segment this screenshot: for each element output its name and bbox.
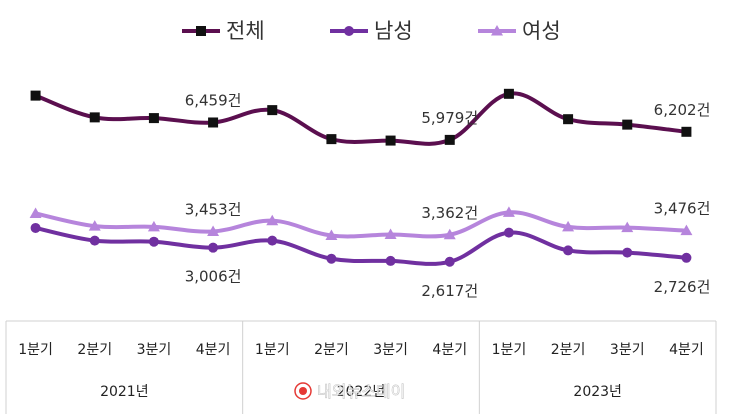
data-label: 2,726건	[654, 278, 711, 296]
tick-label: 3분기	[137, 342, 172, 358]
data-point	[563, 245, 574, 256]
tick-label: 4분기	[432, 342, 467, 358]
data-point	[622, 247, 633, 258]
data-point	[148, 236, 159, 247]
series-line-1	[35, 210, 687, 239]
red-dot-icon-center	[299, 387, 307, 395]
data-point	[503, 88, 514, 99]
data-label: 3,362건	[421, 204, 478, 222]
legend-item: 남성	[330, 19, 413, 43]
legend: 전체 남성 여성	[182, 19, 561, 43]
data-point	[621, 221, 634, 233]
legend-marker	[196, 26, 206, 36]
legend-item: 여성	[478, 19, 561, 43]
legend-label: 전체	[226, 19, 265, 43]
tick-label: 3분기	[373, 342, 408, 358]
watermark: 내외뉴스데이	[294, 382, 406, 401]
data-point	[503, 227, 514, 238]
series-line-2	[35, 225, 687, 266]
group-label: 2023년	[573, 384, 622, 400]
data-point	[444, 256, 455, 267]
series-2	[30, 222, 692, 267]
data-point	[502, 206, 515, 217]
legend-marker	[491, 25, 503, 36]
category-axis: 2021년 2022년 2023년 1분기 2분기 3분기 4분기 1분기 2분기 3분기 4분기 1…	[5, 320, 717, 414]
data-point	[266, 214, 279, 226]
tick-label: 1분기	[492, 342, 527, 358]
tick-label: 3분기	[610, 342, 645, 358]
data-label: 5,979건	[421, 109, 478, 127]
group-label: 2022년	[337, 384, 386, 400]
data-point	[325, 229, 338, 241]
tick-label: 4분기	[196, 342, 231, 358]
series-0	[30, 88, 692, 146]
tick-label: 2분기	[314, 342, 349, 358]
tick-label: 2분기	[77, 342, 112, 358]
legend-marker	[344, 26, 354, 36]
data-point	[267, 235, 278, 246]
data-point	[444, 134, 455, 145]
data-label: 3,453건	[185, 200, 242, 218]
legend-item: 전체	[182, 19, 265, 43]
data-point	[88, 220, 101, 231]
data-point	[563, 114, 574, 125]
data-point	[89, 112, 100, 123]
data-point	[89, 235, 100, 246]
data-point	[207, 225, 220, 236]
data-labels: 6,459건 5,979건 6,202건 3,453건 3,362건 3,476건 3,00…	[185, 91, 711, 299]
data-point	[385, 255, 396, 266]
data-label: 3,006건	[185, 268, 242, 286]
data-point	[384, 228, 397, 239]
data-point	[385, 135, 396, 146]
tick-label: 2분기	[551, 342, 586, 358]
data-point	[562, 220, 575, 232]
data-point	[30, 90, 41, 101]
legend-label: 남성	[374, 19, 413, 43]
tick-label: 4분기	[669, 342, 704, 358]
data-point	[147, 220, 160, 232]
legend-label: 여성	[522, 19, 561, 43]
tick-label: 1분기	[255, 342, 290, 358]
data-point	[208, 117, 219, 128]
data-point	[326, 253, 337, 264]
data-point	[680, 224, 693, 236]
tick-label: 1분기	[18, 342, 53, 358]
data-point	[148, 113, 159, 124]
data-point	[267, 105, 278, 116]
watermark-text: 내외뉴스데이	[317, 382, 405, 401]
group-label: 2021년	[100, 384, 149, 400]
data-point	[208, 242, 219, 253]
data-label: 6,459건	[185, 91, 242, 109]
data-point	[681, 126, 692, 137]
series-lines	[29, 88, 693, 267]
data-point	[681, 252, 692, 263]
series-line-0	[34, 91, 687, 146]
series-1	[29, 206, 693, 241]
data-point	[326, 134, 337, 145]
data-label: 6,202건	[654, 101, 711, 119]
data-label: 3,476건	[654, 200, 711, 218]
data-point	[443, 228, 456, 240]
data-label: 2,617건	[421, 282, 478, 300]
data-point	[622, 119, 633, 130]
data-point	[30, 222, 41, 233]
data-point	[29, 207, 42, 218]
